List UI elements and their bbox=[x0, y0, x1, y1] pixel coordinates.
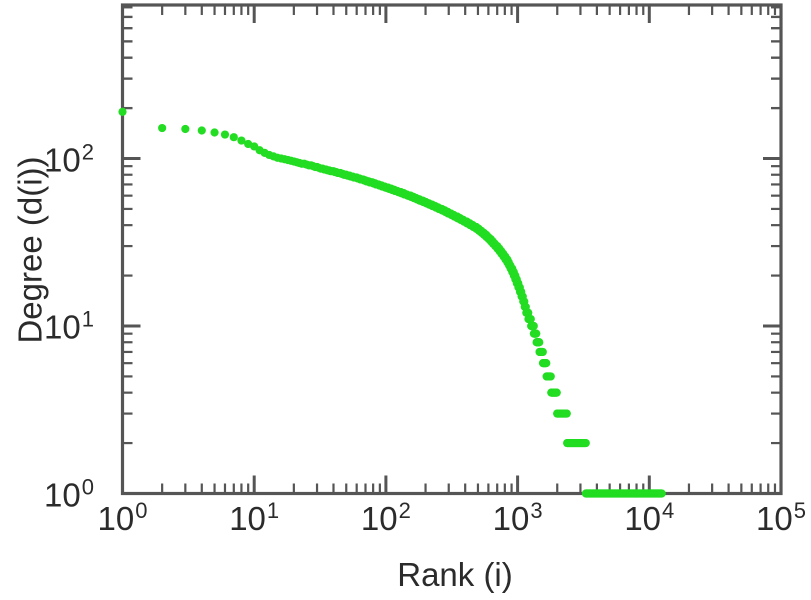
x-tick-exponent: 3 bbox=[530, 498, 543, 523]
x-tick-label: 105 bbox=[756, 498, 806, 537]
y-tick-label: 101 bbox=[44, 306, 94, 346]
data-points bbox=[118, 107, 666, 498]
y-axis-title: Degree (d(i)) bbox=[11, 156, 49, 344]
x-tick-label: 102 bbox=[360, 498, 411, 537]
x-tick-label: 100 bbox=[97, 498, 148, 537]
x-tick-exponent: 4 bbox=[662, 498, 675, 523]
x-axis-title: Rank (i) bbox=[397, 556, 513, 593]
x-tick-exponent: 5 bbox=[793, 498, 806, 523]
x-tick-mantissa: 10 bbox=[229, 500, 266, 537]
x-tick-label: 101 bbox=[229, 498, 280, 537]
x-tick-exponent: 0 bbox=[135, 498, 148, 523]
x-tick-exponent: 2 bbox=[398, 498, 411, 523]
x-tick-mantissa: 10 bbox=[756, 500, 793, 537]
x-tick-mantissa: 10 bbox=[492, 500, 530, 537]
y-tick-exponent: 0 bbox=[81, 474, 94, 499]
x-tick-mantissa: 10 bbox=[624, 500, 662, 537]
x-tick-mantissa: 10 bbox=[360, 500, 398, 537]
y-tick-exponent: 2 bbox=[81, 139, 94, 164]
x-tick-label: 104 bbox=[624, 498, 675, 537]
x-tick-exponent: 1 bbox=[266, 498, 280, 523]
axis-frame bbox=[120, 3, 783, 496]
y-tick-mantissa: 10 bbox=[44, 476, 81, 513]
x-tick-label: 103 bbox=[492, 498, 543, 537]
y-tick-mantissa: 10 bbox=[44, 141, 81, 178]
y-tick-mantissa: 10 bbox=[44, 308, 81, 346]
x-tick-mantissa: 10 bbox=[97, 500, 135, 537]
y-tick-label: 102 bbox=[44, 139, 94, 178]
y-tick-exponent: 1 bbox=[81, 306, 94, 332]
y-tick-label: 100 bbox=[44, 474, 94, 513]
